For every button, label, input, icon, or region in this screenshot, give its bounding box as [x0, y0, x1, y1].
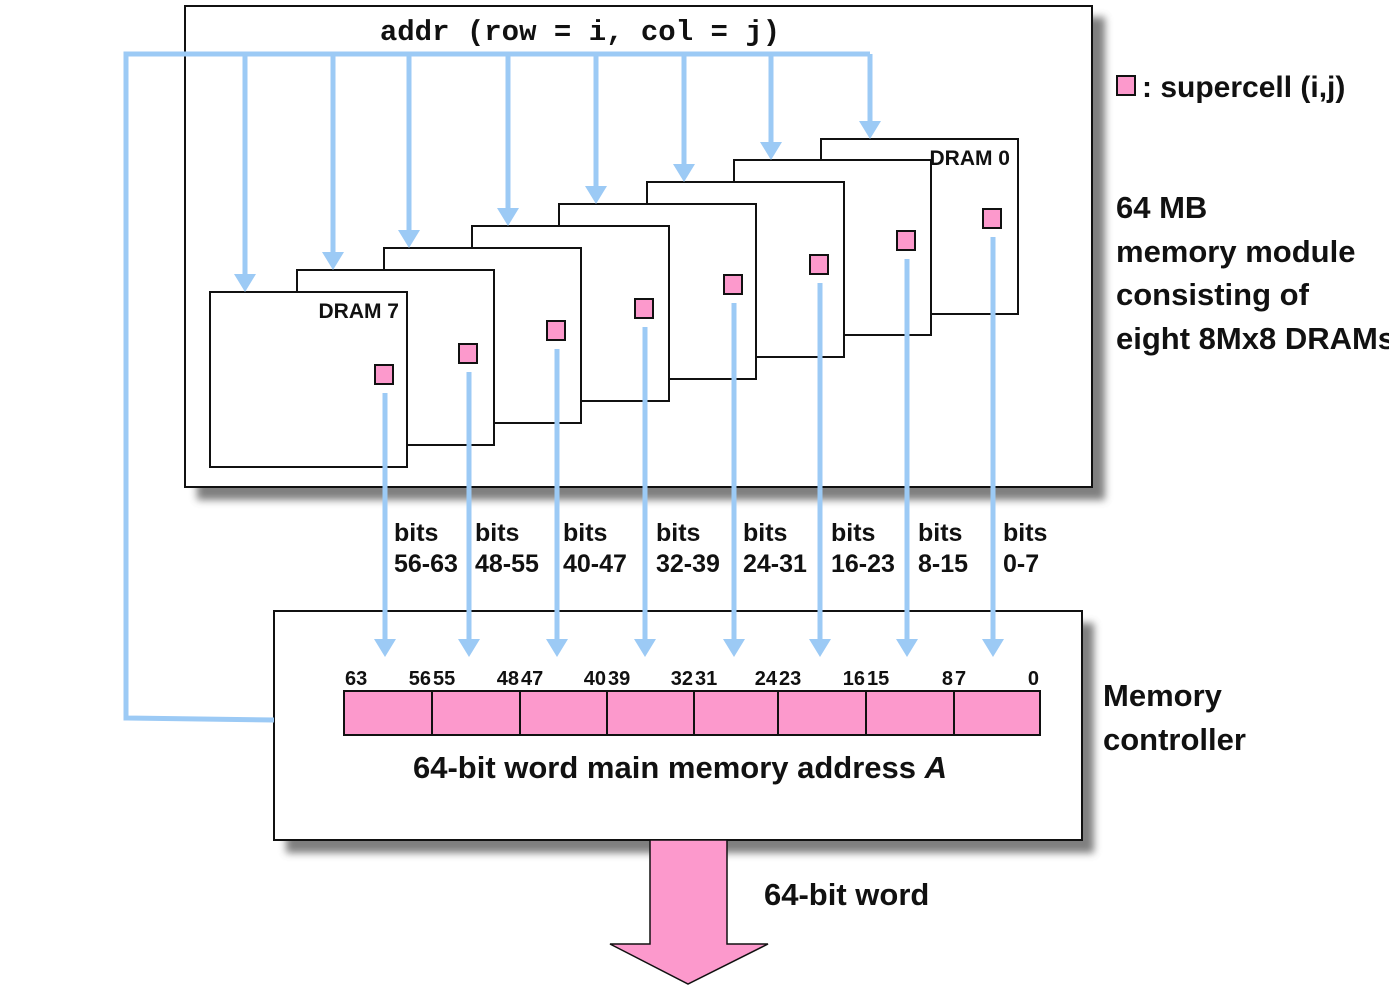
- data-arrow-head: [374, 639, 396, 657]
- register-field: [777, 690, 867, 736]
- register-bit-index: 47: [521, 668, 543, 690]
- register-field: [953, 690, 1041, 736]
- module-description-line: eight 8Mx8 DRAMs: [1116, 321, 1389, 356]
- register-bit-index: 16: [843, 668, 865, 690]
- data-arrow-head: [809, 639, 831, 657]
- register-bit-index: 8: [942, 668, 953, 690]
- register-field: [343, 690, 433, 736]
- bit-group-label: bits: [475, 519, 519, 547]
- bit-group-label: bits: [563, 519, 607, 547]
- module-description-line: memory module: [1116, 234, 1355, 269]
- supercell-legend-swatch: [1116, 75, 1136, 96]
- bit-group-range: 8-15: [918, 550, 968, 578]
- register-bit-index: 55: [433, 668, 455, 690]
- register-bit-index: 32: [671, 668, 693, 690]
- module-description-line: consisting of: [1116, 277, 1310, 312]
- controller-label-line: controller: [1103, 722, 1246, 757]
- address-drop-arrow-head: [859, 121, 881, 139]
- register-field: [606, 690, 695, 736]
- module-description: 64 MB memory module consisting of eight …: [1116, 190, 1389, 356]
- bit-group-range: 16-23: [831, 550, 895, 578]
- register-bit-index: 39: [608, 668, 630, 690]
- address-drop-arrow-head: [398, 230, 420, 248]
- supercell: [896, 230, 916, 251]
- bit-group-range: 32-39: [656, 550, 720, 578]
- output-word-arrow: [609, 839, 769, 985]
- register-bit-index: 23: [779, 668, 801, 690]
- address-drop-arrow-head: [322, 252, 344, 270]
- bit-group-label: bits: [918, 519, 962, 547]
- register-bit-index: 56: [409, 668, 431, 690]
- data-arrow-head: [634, 639, 656, 657]
- bit-group-label: bits: [831, 519, 875, 547]
- register-bit-index: 0: [1028, 668, 1039, 690]
- register-bit-index: 63: [345, 668, 367, 690]
- address-drop-arrow-head: [497, 208, 519, 226]
- data-arrows: [374, 208, 1004, 657]
- register-field: [693, 690, 779, 736]
- bit-group-label: bits: [394, 519, 438, 547]
- data-arrow-head: [723, 639, 745, 657]
- supercell: [546, 320, 566, 341]
- address-drop-arrow-head: [673, 164, 695, 182]
- controller-label-line: Memory: [1103, 678, 1223, 713]
- data-arrow-head: [896, 639, 918, 657]
- bit-group-label: bits: [656, 519, 700, 547]
- address-bus: [123, 51, 881, 723]
- register-bit-index: 40: [584, 668, 606, 690]
- register-bit-index: 15: [867, 668, 889, 690]
- bit-group-range: 48-55: [475, 550, 539, 578]
- bit-group-range: 0-7: [1003, 550, 1039, 578]
- data-arrow-head: [546, 639, 568, 657]
- output-word-label: 64-bit word: [764, 877, 929, 912]
- bit-group-range: 56-63: [394, 550, 458, 578]
- bit-group-label: bits: [743, 519, 787, 547]
- addr-label: addr (row = i, col = j): [380, 16, 780, 49]
- address-drop-arrow-head: [234, 274, 256, 292]
- supercell: [634, 298, 654, 319]
- register-field: [431, 690, 521, 736]
- register-field: [519, 690, 608, 736]
- supercell: [982, 208, 1002, 229]
- supercell: [458, 343, 478, 364]
- register-bit-index: 48: [497, 668, 519, 690]
- supercell-legend-label: : supercell (i,j): [1142, 71, 1345, 104]
- address-bus-line: [123, 51, 870, 723]
- word-caption: 64-bit word main memory address A: [413, 750, 947, 785]
- supercell: [723, 274, 743, 295]
- supercell: [374, 364, 394, 385]
- dram-chip-label: DRAM 0: [929, 147, 1010, 170]
- dram-chip-label: DRAM 7: [318, 300, 399, 323]
- bit-group-label: bits: [1003, 519, 1047, 547]
- supercell: [809, 254, 829, 275]
- address-drop-arrow-head: [585, 186, 607, 204]
- register-bit-index: 31: [695, 668, 717, 690]
- register-field: [865, 690, 955, 736]
- data-arrow-head: [982, 639, 1004, 657]
- register-bit-index: 7: [955, 668, 966, 690]
- address-drop-arrow-head: [760, 142, 782, 160]
- module-description-line: 64 MB: [1116, 190, 1207, 225]
- register-bit-index: 24: [755, 668, 778, 690]
- bit-group-labels: bits 56-63 bits 48-55 bits 40-47 bits 32-39 bits…: [394, 519, 1047, 578]
- bit-group-range: 24-31: [743, 550, 807, 578]
- address-register: 63 56 55 48 47 40 39 32 31 24 23 16 15 8 7 0: [343, 668, 1041, 736]
- bit-group-range: 40-47: [563, 550, 627, 578]
- data-arrow-head: [458, 639, 480, 657]
